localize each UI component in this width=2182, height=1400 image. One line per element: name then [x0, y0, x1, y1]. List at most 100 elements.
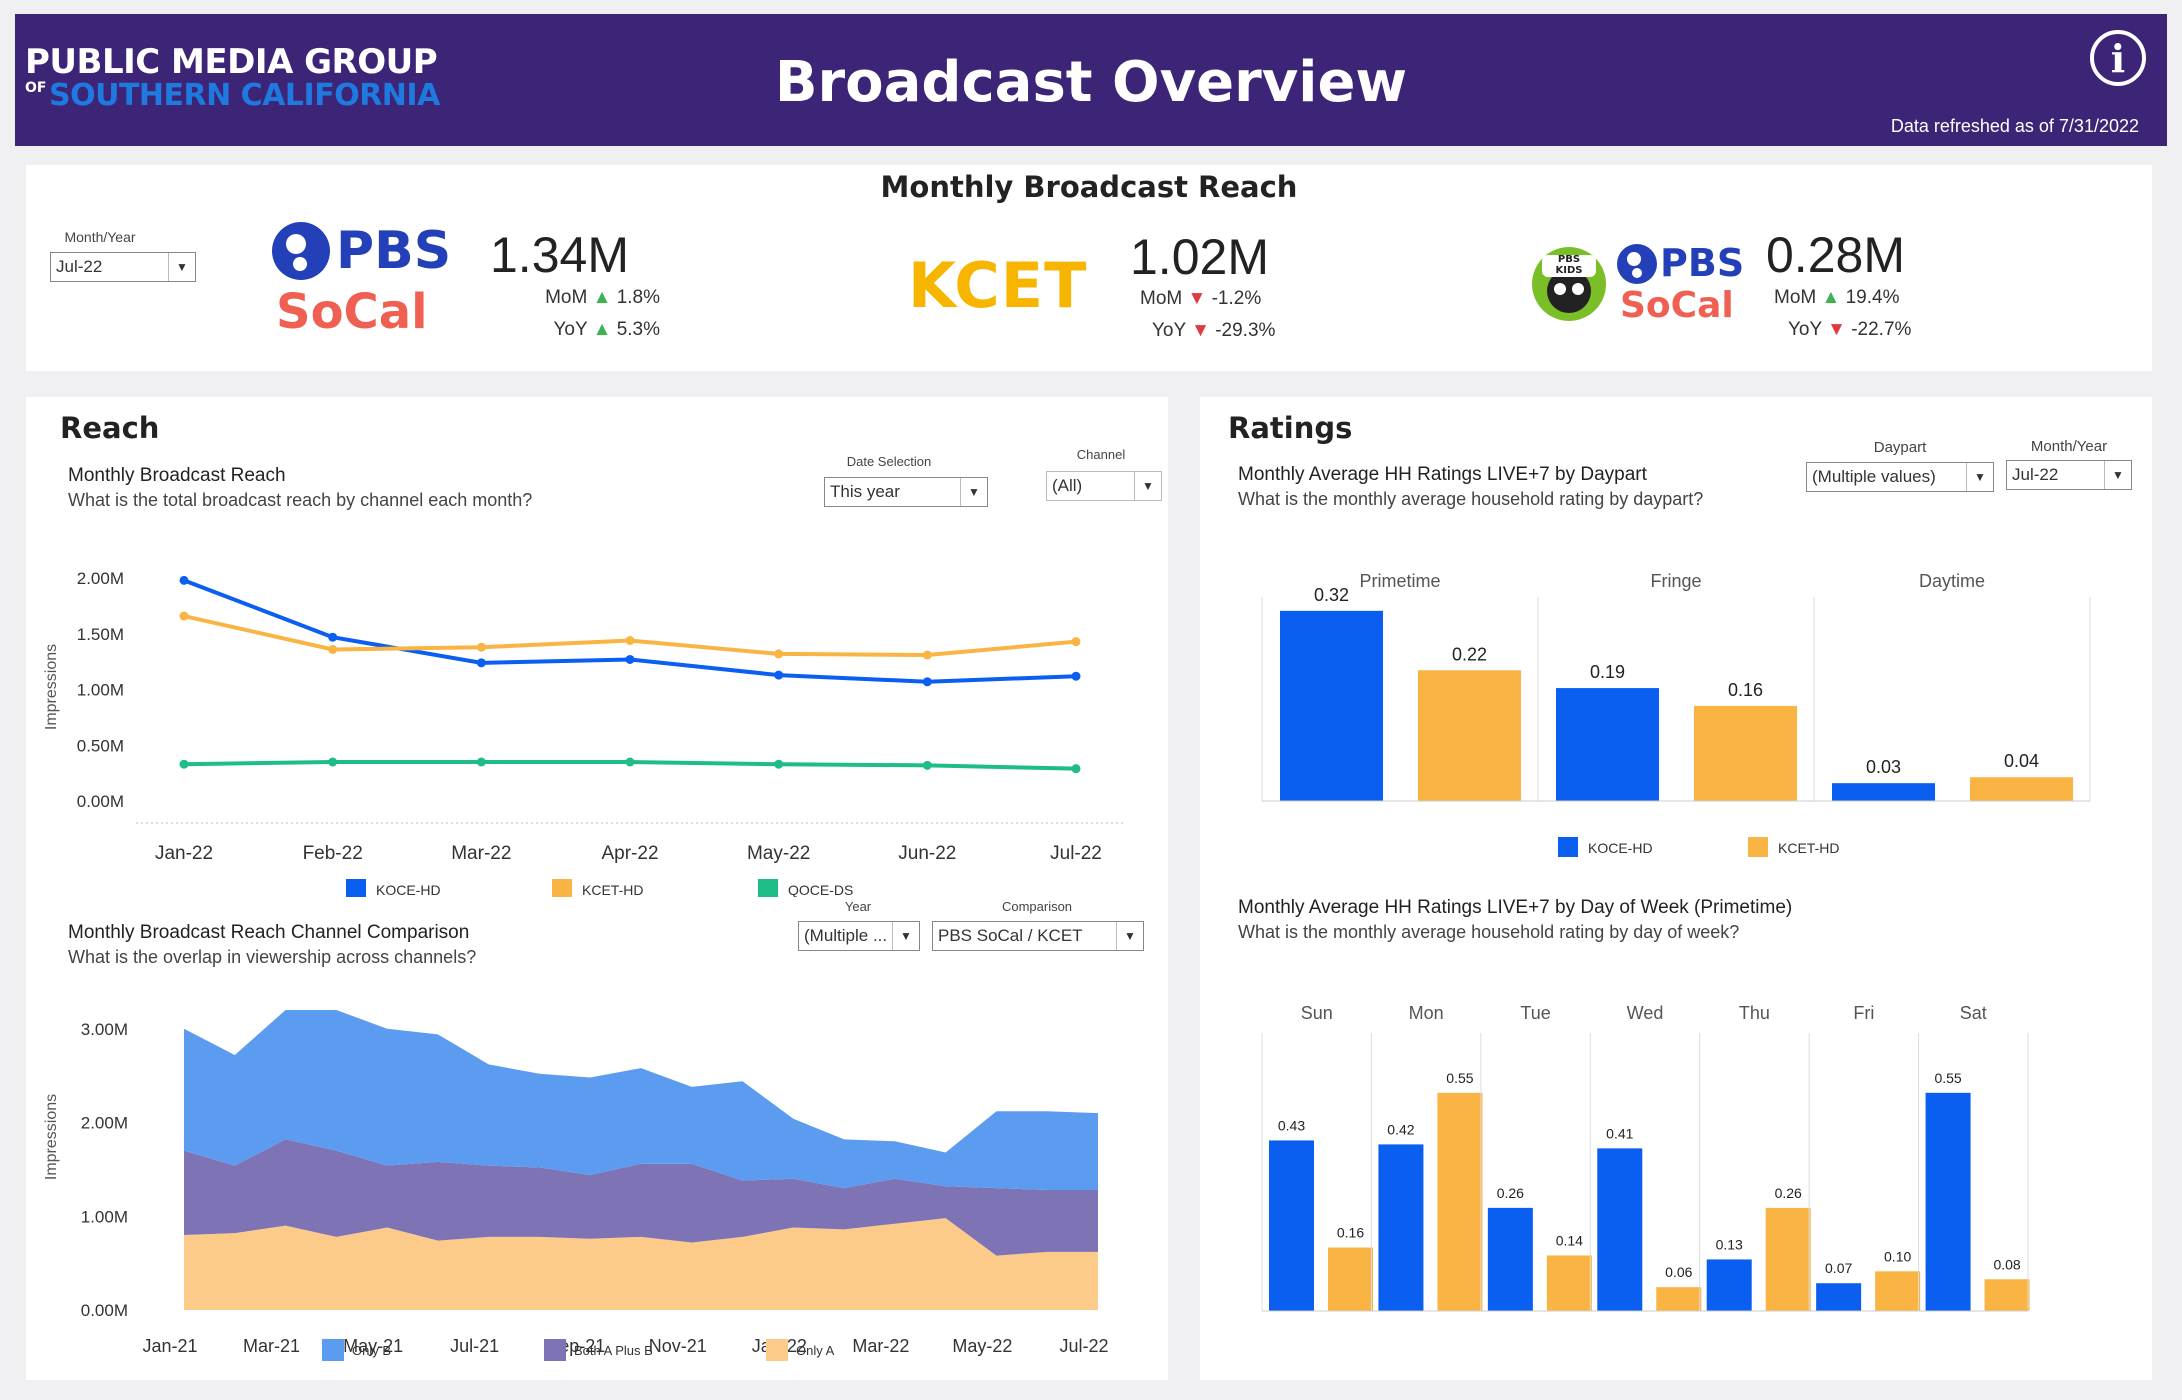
yoy-label: YoY: [1152, 320, 1186, 341]
header-bar: PUBLIC MEDIA GROUP OF SOUTHERN CALIFORNI…: [15, 14, 2167, 146]
bar-kcet-hd: [1418, 670, 1521, 801]
logo-of: OF: [25, 80, 47, 96]
bar-koce-hd: [1832, 783, 1935, 801]
kpi-month-label: Month/Year: [64, 229, 136, 245]
comparison-dropdown[interactable]: PBS SoCal / KCET ▼: [932, 921, 1144, 951]
kpi-value-pbskids: 0.28M: [1766, 227, 1905, 283]
category-label: Mon: [1409, 1003, 1444, 1023]
data-point: [922, 760, 932, 770]
chevron-down-icon: ▼: [2104, 461, 2131, 489]
bar-koce-hd: [1816, 1283, 1862, 1311]
up-arrow-icon: ▲: [592, 287, 612, 308]
down-arrow-icon: ▼: [1827, 319, 1846, 340]
year-dropdown[interactable]: (Multiple ... ▼: [798, 921, 920, 951]
daypart-value: (Multiple values): [1812, 467, 1936, 486]
y-axis-title: Impressions: [43, 1094, 60, 1180]
category-label: Sun: [1301, 1003, 1333, 1023]
y-tick-label: 2.00M: [81, 1114, 128, 1133]
legend-label: KCET-HD: [1778, 840, 1839, 856]
bar-value-label: 0.55: [1934, 1070, 1961, 1086]
daypart-dropdown[interactable]: (Multiple values) ▼: [1806, 462, 1994, 492]
logo-line1: PUBLIC MEDIA GROUP: [25, 42, 438, 82]
info-icon[interactable]: i: [2090, 30, 2146, 86]
ratings-chart1-title: Monthly Average HH Ratings LIVE+7 by Day…: [1238, 464, 1647, 485]
category-label: Primetime: [1359, 571, 1440, 591]
data-point: [1071, 637, 1081, 647]
data-point: [774, 649, 784, 659]
kpi-value-kcet: 1.02M: [1130, 229, 1269, 285]
category-label: Fri: [1853, 1003, 1874, 1023]
x-tick-label: Mar-21: [243, 1336, 300, 1356]
y-tick-label: 1.50M: [77, 625, 124, 644]
pbs-kids-icon: [1532, 247, 1606, 321]
reach-line-chart: 0.00M 0.50M 1.00M 1.50M 2.00M Impressions Jan-…: [43, 569, 1126, 897]
x-tick-label: Feb-22: [303, 843, 363, 864]
legend-swatch: [758, 879, 778, 897]
y-tick-label: 3.00M: [81, 1020, 128, 1039]
mom-label: MoM: [1774, 287, 1817, 308]
pbs-head-icon: [272, 222, 330, 280]
refresh-timestamp: Data refreshed as of 7/31/2022: [1890, 116, 2139, 136]
kpi-month-dropdown[interactable]: Jul-22 ▼: [50, 252, 196, 282]
data-point: [476, 757, 486, 767]
legend-label: QOCE-DS: [788, 882, 853, 897]
legend-swatch: [1558, 837, 1578, 857]
y-tick-label: 0.00M: [81, 1301, 128, 1320]
bar-kcet-hd: [1875, 1271, 1921, 1311]
kpi-yoy-pbskids: YoY ▼ -22.7%: [1788, 319, 1948, 341]
bar-value-label: 0.55: [1446, 1070, 1473, 1086]
bar-koce-hd: [1269, 1140, 1314, 1311]
data-point: [1071, 764, 1081, 774]
bar-value-label: 0.07: [1825, 1260, 1852, 1276]
kpi-yoy-pbs: YoY ▲ 5.3%: [500, 319, 660, 341]
data-point: [922, 650, 932, 660]
data-point: [179, 611, 189, 621]
ratings-chart2-title: Monthly Average HH Ratings LIVE+7 by Day…: [1238, 897, 1793, 918]
chevron-down-icon: ▼: [1116, 922, 1143, 950]
pbs-head-icon: [1617, 244, 1657, 284]
channel-dropdown[interactable]: (All) ▼: [1046, 471, 1162, 501]
bar-koce-hd: [1706, 1259, 1752, 1311]
kcet-logo: KCET: [908, 249, 1088, 322]
kpi-mom-kcet: MoM ▼ -1.2%: [1140, 288, 1300, 310]
kpi-panel: Monthly Broadcast Reach Month/Year Jul-2…: [26, 165, 2152, 371]
x-tick-label: May-22: [747, 843, 810, 864]
mom-label: MoM: [1140, 288, 1183, 309]
bar-value-label: 0.43: [1278, 1117, 1305, 1133]
dow-bar-chart: Sun 0.43 0.16 Mon 0.42 0.55 Tue 0.26 0.14 Wed 0.41…: [1261, 1003, 2030, 1312]
ratings-month-dropdown[interactable]: Jul-22 ▼: [2006, 460, 2132, 490]
up-arrow-icon: ▲: [1821, 287, 1841, 308]
data-point: [922, 677, 932, 687]
y-tick-label: 2.00M: [77, 569, 124, 588]
legend-label: KCET-HD: [582, 882, 643, 897]
kpi-title: Monthly Broadcast Reach: [880, 170, 1298, 204]
bar-value-label: 0.13: [1716, 1236, 1743, 1252]
chevron-down-icon: ▼: [168, 253, 195, 281]
y-tick-label: 1.00M: [81, 1207, 128, 1226]
pbs-kids-text: PBS KIDS: [1555, 254, 1583, 276]
bar-kcet-hd: [1656, 1287, 1702, 1311]
x-tick-label: Nov-21: [649, 1336, 707, 1356]
year-label: Year: [844, 899, 872, 914]
channel-label: Channel: [1076, 447, 1126, 462]
x-tick-label: Mar-22: [852, 1336, 909, 1356]
bar-value-label: 0.03: [1866, 757, 1901, 777]
mom-value: 1.8%: [616, 287, 660, 308]
data-point: [476, 658, 486, 668]
x-tick-label: Jan-22: [155, 843, 213, 864]
mom-value: -1.2%: [1211, 288, 1262, 309]
bar-koce-hd: [1487, 1207, 1533, 1311]
bar-koce-hd: [1280, 610, 1383, 801]
data-point: [179, 759, 189, 769]
data-point: [179, 575, 189, 585]
reach-chart1-question: What is the total broadcast reach by cha…: [68, 490, 533, 510]
legend-label: Only A: [796, 1343, 835, 1358]
chevron-down-icon: ▼: [960, 478, 987, 506]
x-tick-label: May-21: [343, 1336, 403, 1356]
reach-panel: Reach Monthly Broadcast Reach What is th…: [26, 397, 1168, 1380]
legend-label: Both A Plus B: [574, 1343, 653, 1358]
bar-value-label: 0.08: [1993, 1256, 2020, 1272]
kpi-yoy-kcet: YoY ▼ -29.3%: [1152, 320, 1312, 342]
date-selection-dropdown[interactable]: This year ▼: [824, 477, 988, 507]
area-only-a: [184, 1218, 1098, 1310]
